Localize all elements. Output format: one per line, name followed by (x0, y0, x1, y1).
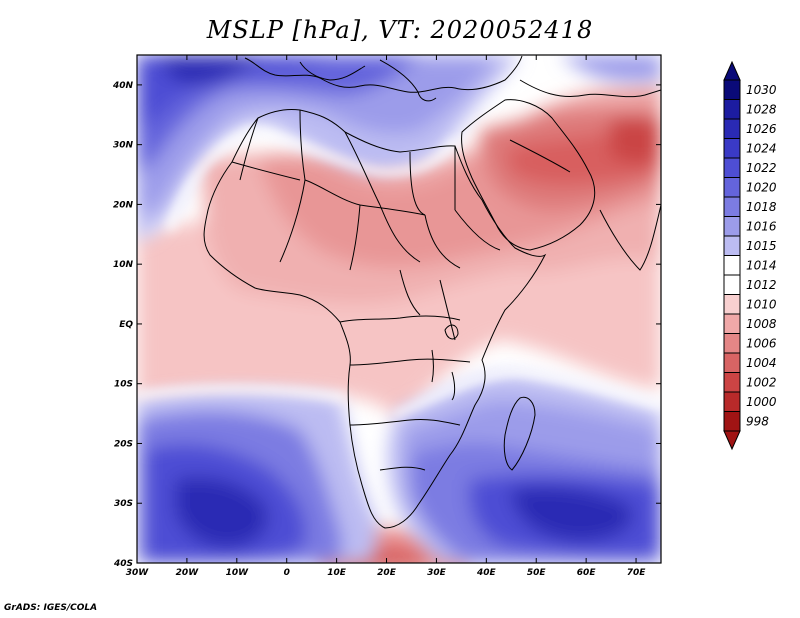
colorbar-label: 1030 (746, 83, 777, 97)
colorbar-label: 1026 (746, 122, 777, 136)
colorbar-label: 1010 (746, 297, 777, 311)
colorbar-swatch (723, 255, 741, 276)
map-title: MSLP [hPa], VT: 2020052418 (206, 16, 594, 44)
colorbar-swatch (723, 352, 741, 373)
colorbar-swatch (723, 79, 741, 100)
colorbar-label: 1028 (746, 102, 777, 116)
coastlines (203, 55, 661, 529)
colorbar-swatch (723, 235, 741, 256)
lon-tick-label: 0 (284, 568, 290, 578)
lon-tick-label: 30E (427, 568, 447, 578)
colorbar-swatch (723, 99, 741, 120)
colorbar-swatch (723, 177, 741, 198)
colorbar-swatch (723, 294, 741, 315)
longitude-axis: 30W 20W 10W 0 10E 20E 30E 40E 50E 60E 70E (126, 55, 646, 578)
colorbar-label: 1004 (746, 356, 777, 370)
lat-tick-label: 10S (114, 380, 133, 390)
colorbar-label: 1015 (746, 239, 777, 253)
colorbar-label: 1002 (746, 375, 777, 389)
lat-tick-label: 20S (114, 439, 133, 449)
colorbar-label: 1014 (746, 258, 777, 272)
pressure-field (137, 55, 661, 563)
colorbar-swatch (723, 274, 741, 295)
colorbar-label: 1012 (746, 278, 777, 292)
colorbar: 1030 1028 1026 1024 1022 1020 1018 1016 1015 1014… (723, 60, 777, 451)
colorbar-label: 1006 (746, 336, 777, 350)
lon-tick-label: 50E (527, 568, 547, 578)
colorbar-swatch (723, 216, 741, 237)
colorbar-swatch (723, 138, 741, 159)
colorbar-swatch (723, 333, 741, 354)
lon-tick-label: 60E (577, 568, 597, 578)
lat-tick-label: EQ (119, 320, 133, 330)
colorbar-label: 1024 (746, 141, 777, 155)
colorbar-swatch (723, 118, 741, 139)
lat-tick-label: 10N (113, 260, 134, 270)
colorbar-label: 1022 (746, 161, 777, 175)
lat-tick-label: 40N (112, 81, 134, 91)
lon-tick-label: 20W (176, 568, 200, 578)
lon-tick-label: 30W (126, 568, 150, 578)
colorbar-swatch (723, 372, 741, 393)
lon-tick-label: 20E (377, 568, 397, 578)
colorbar-swatch (723, 391, 741, 412)
madagascar-coastline (503, 396, 536, 471)
colorbar-label: 1016 (746, 219, 777, 233)
europe-coastline (244, 55, 523, 93)
colorbar-label: 998 (746, 414, 769, 428)
colorbar-swatch (723, 411, 741, 432)
colorbar-swatch (723, 313, 741, 334)
latitude-axis: 40N 30N 20N 10N EQ 10S 20S 30S 40S (112, 81, 661, 569)
lon-tick-label: 10E (327, 568, 347, 578)
colorbar-label: 1020 (746, 180, 777, 194)
lon-tick-label: 10W (226, 568, 250, 578)
colorbar-swatch (723, 196, 741, 217)
lon-tick-label: 40E (476, 568, 497, 578)
arabia-coastline (461, 99, 596, 251)
colorbar-top-arrow (723, 60, 741, 81)
lon-tick-label: 70E (627, 568, 647, 578)
footer-credit: GrADS: IGES/COLA (4, 603, 98, 613)
colorbar-label: 1000 (746, 395, 777, 409)
lat-tick-label: 30N (113, 141, 134, 151)
lat-tick-label: 40S (113, 559, 133, 569)
plot-frame (136, 54, 662, 564)
colorbar-bottom-arrow (723, 430, 741, 451)
colorbar-label: 1008 (746, 317, 777, 331)
africa-coastline (203, 109, 547, 529)
colorbar-label: 1018 (746, 200, 777, 214)
colorbar-swatch (723, 157, 741, 178)
lat-tick-label: 20N (113, 200, 134, 210)
lat-tick-label: 30S (114, 499, 133, 509)
